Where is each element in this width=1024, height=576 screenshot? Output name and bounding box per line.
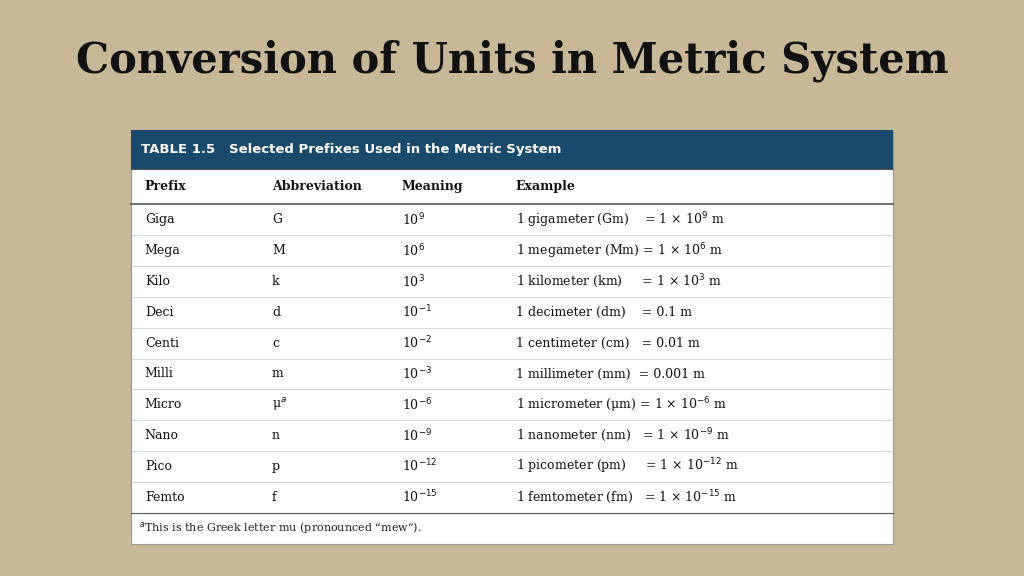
Text: c: c (272, 336, 279, 350)
Text: Femto: Femto (144, 491, 184, 504)
Text: k: k (272, 275, 280, 288)
Text: Giga: Giga (144, 213, 174, 226)
Text: 1 gigameter (Gm)    = 1 × 10$^{9}$ m: 1 gigameter (Gm) = 1 × 10$^{9}$ m (516, 210, 724, 230)
Text: 10$^{-15}$: 10$^{-15}$ (401, 489, 437, 506)
FancyBboxPatch shape (131, 130, 893, 169)
Text: 1 millimeter (mm)  = 0.001 m: 1 millimeter (mm) = 0.001 m (516, 367, 705, 381)
Text: Prefix: Prefix (144, 180, 186, 193)
Text: 1 micrometer (μm) = 1 × 10$^{-6}$ m: 1 micrometer (μm) = 1 × 10$^{-6}$ m (516, 395, 727, 415)
Text: M: M (272, 244, 285, 257)
Text: 10$^{-2}$: 10$^{-2}$ (401, 335, 431, 351)
Text: Meaning: Meaning (401, 180, 463, 193)
Text: 1 nanometer (nm)   = 1 × 10$^{-9}$ m: 1 nanometer (nm) = 1 × 10$^{-9}$ m (516, 427, 729, 445)
Text: p: p (272, 460, 281, 473)
Text: $^{a}$This is the Greek letter mu (pronounced “mew”).: $^{a}$This is the Greek letter mu (prono… (139, 521, 422, 536)
Text: Micro: Micro (144, 398, 182, 411)
Text: 10$^{-1}$: 10$^{-1}$ (401, 304, 432, 321)
Text: G: G (272, 213, 282, 226)
Text: μ$^{a}$: μ$^{a}$ (272, 396, 287, 414)
Text: 10$^{9}$: 10$^{9}$ (401, 211, 424, 228)
Text: Conversion of Units in Metric System: Conversion of Units in Metric System (76, 39, 948, 82)
Text: Kilo: Kilo (144, 275, 170, 288)
Text: d: d (272, 306, 281, 319)
Text: Example: Example (516, 180, 575, 193)
Text: Centi: Centi (144, 336, 179, 350)
Text: 10$^{6}$: 10$^{6}$ (401, 242, 425, 259)
Text: f: f (272, 491, 276, 504)
Text: m: m (272, 367, 284, 381)
Text: 1 centimeter (cm)   = 0.01 m: 1 centimeter (cm) = 0.01 m (516, 336, 699, 350)
Text: Nano: Nano (144, 429, 179, 442)
Text: 10$^{-12}$: 10$^{-12}$ (401, 458, 437, 475)
Text: Abbreviation: Abbreviation (272, 180, 361, 193)
Text: Milli: Milli (144, 367, 174, 381)
Text: TABLE 1.5   Selected Prefixes Used in the Metric System: TABLE 1.5 Selected Prefixes Used in the … (141, 143, 562, 156)
Text: 1 decimeter (dm)    = 0.1 m: 1 decimeter (dm) = 0.1 m (516, 306, 692, 319)
Text: Pico: Pico (144, 460, 172, 473)
Text: 1 kilometer (km)     = 1 × 10$^{3}$ m: 1 kilometer (km) = 1 × 10$^{3}$ m (516, 272, 722, 290)
Text: 10$^{-3}$: 10$^{-3}$ (401, 366, 432, 382)
Text: Deci: Deci (144, 306, 173, 319)
Text: 10$^{3}$: 10$^{3}$ (401, 273, 424, 290)
Text: Mega: Mega (144, 244, 180, 257)
FancyBboxPatch shape (131, 130, 893, 544)
Text: 10$^{-6}$: 10$^{-6}$ (401, 396, 432, 413)
Text: 10$^{-9}$: 10$^{-9}$ (401, 427, 432, 444)
Text: 1 picometer (pm)     = 1 × 10$^{-12}$ m: 1 picometer (pm) = 1 × 10$^{-12}$ m (516, 457, 738, 476)
Text: 1 femtometer (fm)   = 1 × 10$^{-15}$ m: 1 femtometer (fm) = 1 × 10$^{-15}$ m (516, 488, 737, 506)
Text: 1 megameter (Mm) = 1 × 10$^{6}$ m: 1 megameter (Mm) = 1 × 10$^{6}$ m (516, 241, 723, 260)
Text: n: n (272, 429, 280, 442)
